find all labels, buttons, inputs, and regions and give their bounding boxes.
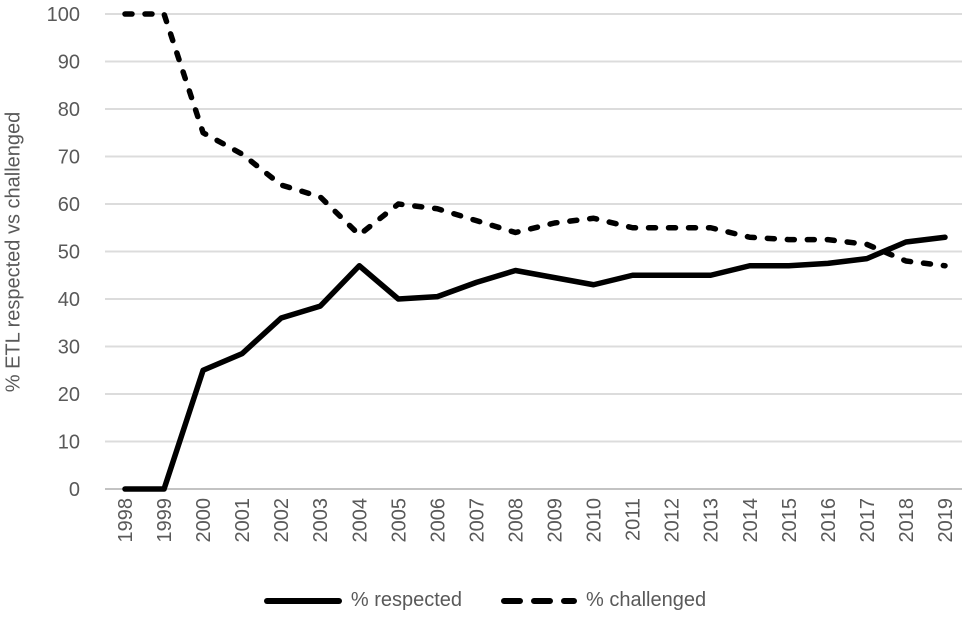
x-tick-label: 2008 <box>505 498 527 543</box>
legend-label-respected: % respected <box>350 589 463 611</box>
x-tick-label: 2009 <box>545 498 567 543</box>
x-tick-label: 2007 <box>466 498 488 542</box>
y-tick-label: 70 <box>58 147 80 169</box>
y-tick-label: 80 <box>58 99 80 121</box>
solid-line-icon <box>263 597 342 604</box>
x-tick-label: 2013 <box>701 498 723 543</box>
y-tick-label: 40 <box>58 289 80 311</box>
y-tick-label: 0 <box>69 479 80 501</box>
x-tick-label: 2012 <box>662 498 684 543</box>
y-tick-label: 30 <box>58 337 80 359</box>
y-tick-label: 60 <box>58 194 80 216</box>
y-tick-label: 100 <box>47 4 80 26</box>
x-tick-label: 2018 <box>896 498 918 543</box>
legend-label-challenged: % challenged <box>586 589 707 611</box>
dashed-line-icon <box>501 597 578 604</box>
x-tick-label: 2015 <box>779 498 801 543</box>
x-tick-label: 2016 <box>818 498 840 543</box>
x-tick-label: 2000 <box>193 498 215 543</box>
series-line-respected <box>122 234 948 492</box>
legend-item-challenged: % challenged <box>498 589 706 612</box>
y-tick-label: 90 <box>58 52 80 74</box>
y-tick-label: 10 <box>58 432 80 454</box>
legend: % respected % challenged <box>0 589 969 612</box>
x-tick-label: 2010 <box>584 498 606 543</box>
x-tick-label: 2017 <box>857 498 879 543</box>
x-tick-label: 2006 <box>427 498 449 543</box>
x-tick-label: 1998 <box>115 498 137 543</box>
y-tick-label: 20 <box>58 384 80 406</box>
x-tick-label: 2005 <box>388 498 410 543</box>
x-tick-label: 2001 <box>232 498 254 543</box>
x-tick-label: 2004 <box>349 498 371 543</box>
y-tick-label: 50 <box>58 242 80 264</box>
x-tick-label: 2019 <box>935 498 957 543</box>
x-tick-label: 2011 <box>623 498 645 541</box>
x-tick-label: 2014 <box>740 498 762 543</box>
line-chart-plot: 0 10 20 30 40 50 60 70 80 90 100 1998 1999 2000 2001 20… <box>47 4 962 543</box>
legend-item-respected: % respected <box>263 589 462 612</box>
x-tick-label: 2002 <box>271 498 293 543</box>
x-tick-label: 1999 <box>154 498 176 543</box>
series-line-challenged <box>122 11 948 269</box>
x-tick-label: 2003 <box>310 498 332 543</box>
